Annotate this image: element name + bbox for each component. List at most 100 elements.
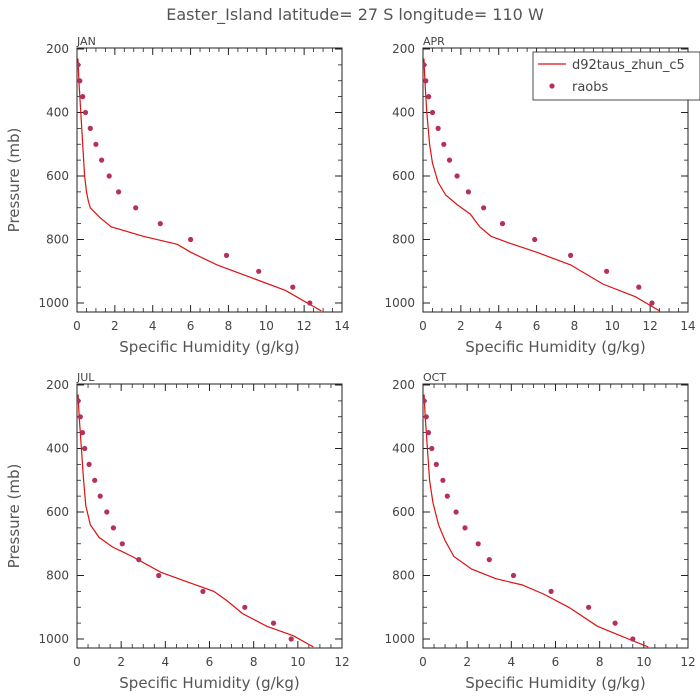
raobs-point <box>82 445 88 452</box>
raobs-point <box>77 62 81 68</box>
raobs-point <box>486 557 492 563</box>
raobs-point <box>453 509 459 515</box>
raobs-point <box>133 205 139 211</box>
raobs-point <box>429 109 436 116</box>
y-tick-label: 400 <box>392 106 415 120</box>
raobs-point <box>630 636 636 642</box>
raobs-point <box>465 189 471 195</box>
x-axis-label: Specific Humidity (g/kg) <box>465 338 645 356</box>
x-tick-label: 14 <box>334 319 349 333</box>
y-axis-label: Pressure (mb) <box>5 128 23 233</box>
raobs-point <box>423 414 429 420</box>
y-tick-label: 800 <box>392 569 415 583</box>
series-group <box>423 394 649 648</box>
y-tick-label: 800 <box>46 569 69 583</box>
raobs-point <box>87 125 93 131</box>
raobs-point <box>649 300 655 306</box>
y-tick-label: 1000 <box>384 296 415 310</box>
model-profile-line <box>423 58 660 312</box>
x-axis-label: Specific Humidity (g/kg) <box>119 674 299 692</box>
legend-obs-marker <box>549 83 555 89</box>
plot-frame <box>76 47 343 313</box>
legend-obs-label: raobs <box>572 80 609 95</box>
x-tick-label: 10 <box>290 655 305 669</box>
x-tick-label: 8 <box>225 319 233 333</box>
raobs-point <box>188 236 194 243</box>
raobs-point <box>77 398 81 404</box>
raobs-point <box>106 173 112 179</box>
panel-title: OCT <box>423 371 446 384</box>
x-tick-label: 0 <box>73 319 81 333</box>
legend-box <box>532 51 700 101</box>
raobs-point <box>86 461 92 467</box>
raobs-point <box>462 525 468 531</box>
x-tick-label: 0 <box>73 655 81 669</box>
x-tick-label: 12 <box>680 655 695 669</box>
raobs-point <box>423 78 429 84</box>
plot-frame <box>76 383 343 649</box>
panel-title: APR <box>423 35 445 48</box>
x-tick-label: 10 <box>605 319 620 333</box>
raobs-point <box>200 588 206 595</box>
y-tick-label: 1000 <box>38 632 69 646</box>
raobs-point <box>454 173 460 179</box>
raobs-point <box>499 221 506 227</box>
raobs-point <box>444 493 450 499</box>
raobs-point <box>223 252 230 258</box>
raobs-point <box>423 398 427 404</box>
x-tick-label: 6 <box>552 655 560 669</box>
raobs-point <box>288 636 294 642</box>
raobs-point <box>79 430 86 436</box>
raobs-point <box>636 284 642 290</box>
y-axis-label: Pressure (mb) <box>5 464 23 569</box>
x-tick-label: 2 <box>457 319 465 333</box>
y-tick-label: 800 <box>46 233 69 247</box>
raobs-point <box>568 252 574 258</box>
x-tick-label: 8 <box>571 319 579 333</box>
raobs-point <box>429 445 435 452</box>
panel-title: JAN <box>76 35 96 48</box>
y-tick-label: 600 <box>392 505 415 519</box>
figure-title: Easter_Island latitude= 27 S longitude= … <box>166 5 544 25</box>
raobs-point <box>425 430 432 436</box>
raobs-point <box>77 78 83 84</box>
raobs-point <box>119 541 125 547</box>
raobs-point <box>441 141 447 147</box>
series-group <box>423 58 660 312</box>
raobs-point <box>604 268 610 274</box>
y-tick-label: 600 <box>46 505 69 519</box>
raobs-point <box>510 572 517 579</box>
raobs-point <box>256 268 262 274</box>
x-tick-label: 6 <box>533 319 541 333</box>
x-tick-label: 10 <box>636 655 651 669</box>
raobs-point <box>93 141 99 147</box>
legend-model-label: d92taus_zhun_c5 <box>572 58 685 73</box>
raobs-point <box>104 509 110 515</box>
model-profile-line <box>77 58 322 312</box>
y-tick-label: 200 <box>46 42 69 56</box>
x-tick-label: 12 <box>297 319 312 333</box>
y-tick-label: 600 <box>392 169 415 183</box>
x-tick-label: 4 <box>495 319 503 333</box>
y-tick-label: 400 <box>46 442 69 456</box>
y-tick-label: 1000 <box>38 296 69 310</box>
raobs-point <box>157 221 163 227</box>
x-tick-label: 12 <box>643 319 658 333</box>
raobs-point <box>440 477 446 483</box>
plot-frame <box>422 383 689 649</box>
raobs-point <box>156 572 162 579</box>
x-tick-label: 12 <box>334 655 349 669</box>
x-tick-label: 4 <box>162 655 170 669</box>
panel-jan: JAN 0 2 4 6 8 10 12 14 200 400 600 800 1000 Specific H… <box>5 35 350 356</box>
legend: d92taus_zhun_c5 raobs <box>532 51 700 101</box>
panel-oct: OCT 0 2 4 6 8 10 12 200 400 600 800 1000 Specific Hum… <box>384 371 695 692</box>
raobs-point <box>426 94 432 100</box>
series-group <box>77 394 314 648</box>
raobs-point <box>423 62 427 68</box>
x-tick-label: 4 <box>508 655 516 669</box>
raobs-point <box>612 620 618 626</box>
raobs-point <box>80 94 86 100</box>
x-tick-label: 8 <box>596 655 604 669</box>
x-tick-label: 0 <box>419 655 427 669</box>
